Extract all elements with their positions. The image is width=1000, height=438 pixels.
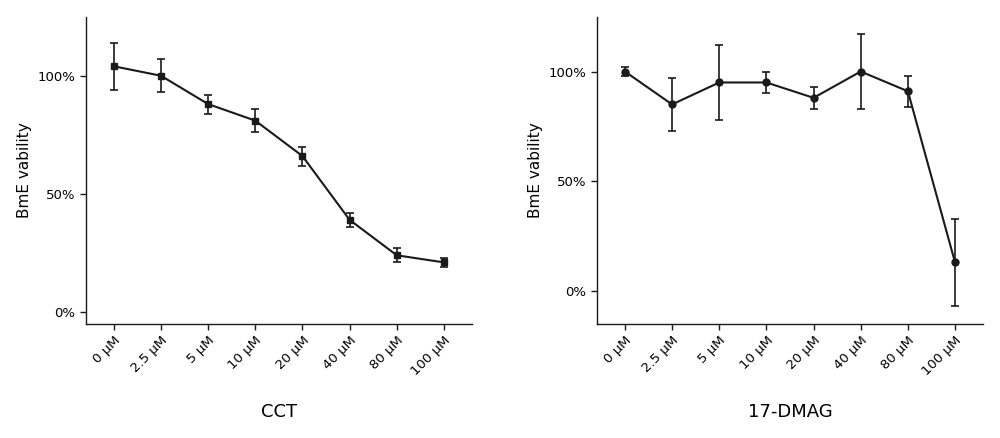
X-axis label: 17-DMAG: 17-DMAG — [748, 403, 832, 421]
Y-axis label: BmE vability: BmE vability — [528, 122, 543, 218]
Y-axis label: BmE vability: BmE vability — [17, 122, 32, 218]
X-axis label: CCT: CCT — [261, 403, 297, 421]
